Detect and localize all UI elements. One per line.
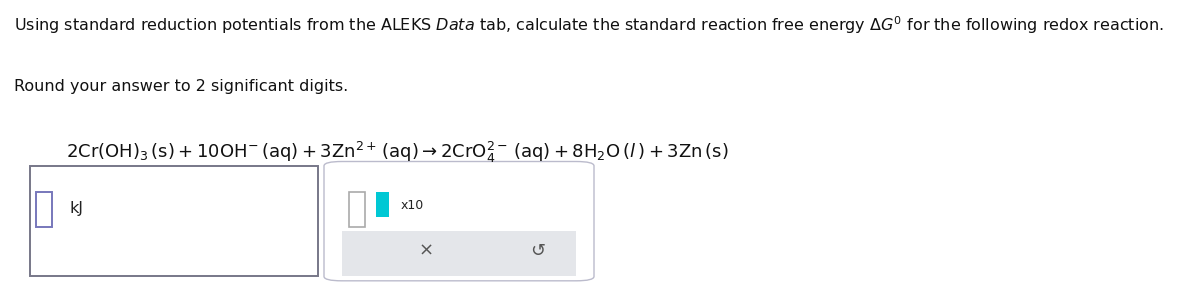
FancyBboxPatch shape: [349, 192, 365, 227]
FancyBboxPatch shape: [36, 192, 52, 227]
Bar: [342, 231, 576, 276]
Text: Round your answer to 2 significant digits.: Round your answer to 2 significant digit…: [14, 79, 349, 94]
FancyBboxPatch shape: [30, 166, 318, 276]
FancyBboxPatch shape: [376, 192, 389, 217]
Text: ↺: ↺: [530, 242, 545, 260]
Text: $\mathrm{2Cr(OH)_3\,(s)+10OH^{-}\,(aq)+3Zn^{2+}\,(aq)\rightarrow 2CrO_4^{2-}\,(a: $\mathrm{2Cr(OH)_3\,(s)+10OH^{-}\,(aq)+3…: [66, 140, 728, 165]
Text: ×: ×: [419, 242, 433, 260]
Text: x10: x10: [401, 199, 424, 212]
Text: kJ: kJ: [70, 200, 84, 216]
Text: Using standard reduction potentials from the ALEKS $\it{Data}$ tab, calculate th: Using standard reduction potentials from…: [14, 15, 1164, 36]
FancyBboxPatch shape: [324, 162, 594, 281]
